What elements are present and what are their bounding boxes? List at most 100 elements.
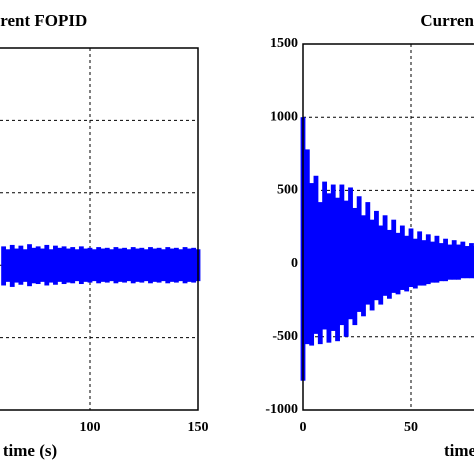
- signal-band: [309, 183, 315, 346]
- signal-band: [27, 244, 32, 287]
- signal-band: [96, 247, 102, 284]
- signal-band: [352, 207, 358, 326]
- y-tick-label: 500: [277, 183, 298, 198]
- signal-band: [464, 246, 470, 279]
- signal-band: [386, 229, 392, 299]
- signal-band: [326, 193, 332, 343]
- signal-band: [156, 247, 162, 283]
- x-axis-label: time (s): [3, 441, 57, 460]
- signal-band: [78, 246, 84, 285]
- signal-band: [339, 184, 345, 326]
- signal-band: [430, 241, 436, 283]
- signal-band: [447, 244, 453, 280]
- signal-band: [148, 247, 153, 284]
- signal-band: [382, 215, 388, 296]
- signal-band: [456, 244, 461, 280]
- signal-band: [152, 248, 158, 282]
- chart-title: rrent FOPID: [0, 11, 87, 30]
- signal-band: [412, 238, 418, 289]
- signal-band: [91, 249, 97, 282]
- signal-band: [143, 249, 149, 282]
- signal-band: [417, 231, 423, 286]
- signal-band: [391, 219, 397, 293]
- y-tick-label: 0: [291, 256, 298, 271]
- signal-band: [399, 225, 405, 290]
- x-tick-label: 0: [300, 420, 307, 435]
- signal-band: [122, 247, 127, 283]
- signal-band: [365, 202, 371, 305]
- signal-band: [113, 247, 119, 284]
- signal-band: [117, 248, 123, 282]
- signal-band: [313, 175, 319, 334]
- y-tick-label: 1000: [270, 109, 298, 124]
- chart-title: Current: [420, 11, 474, 30]
- signal-band: [74, 249, 80, 282]
- signal-band: [1, 246, 7, 286]
- signal-band: [5, 249, 11, 282]
- y-tick-label: -500: [272, 329, 298, 344]
- signal-band: [178, 249, 184, 282]
- signal-band: [335, 197, 340, 342]
- signal-band: [109, 249, 115, 282]
- signal-band: [35, 246, 41, 285]
- signal-band: [186, 248, 192, 282]
- signal-band: [343, 200, 349, 337]
- signal-band: [9, 244, 15, 287]
- signal-band: [126, 249, 132, 282]
- signal-band: [14, 248, 19, 283]
- signal-band: [438, 243, 444, 282]
- x-tick-label: 100: [80, 420, 101, 435]
- signal-band: [356, 196, 362, 312]
- signal-band: [408, 228, 414, 288]
- signal-band: [87, 247, 93, 283]
- signal-band: [65, 248, 71, 283]
- x-axis-label: time: [444, 441, 474, 460]
- signal-band: [404, 235, 410, 292]
- signal-band: [22, 249, 28, 282]
- signal-band: [451, 240, 457, 280]
- plot-frame: [0, 47, 199, 411]
- signal-band: [48, 249, 54, 283]
- signal-band: [425, 234, 431, 285]
- signal-band: [18, 245, 24, 285]
- signal-band: [44, 244, 50, 286]
- signal-band: [139, 247, 145, 283]
- signal-band: [40, 248, 45, 282]
- signal-band: [173, 247, 179, 283]
- plot-frame: [302, 43, 474, 411]
- signal-band: [135, 248, 140, 282]
- signal-band: [369, 219, 375, 311]
- signal-band: [83, 248, 89, 282]
- signal-band: [70, 247, 76, 284]
- signal-band: [421, 240, 427, 286]
- signal-band: [322, 181, 328, 330]
- y-tick-label: -1000: [265, 402, 298, 417]
- signal-band: [104, 247, 110, 283]
- signal-band: [348, 187, 353, 320]
- signal-band: [31, 247, 37, 284]
- signal-band: [304, 149, 310, 345]
- signal-band: [443, 238, 448, 282]
- signal-band: [378, 225, 384, 305]
- y-tick-label: 1500: [270, 36, 298, 51]
- signal-band: [434, 235, 440, 283]
- signal-band: [395, 232, 401, 295]
- x-tick-label: 50: [404, 420, 418, 435]
- signal-band: [469, 243, 474, 279]
- signal-band: [317, 202, 323, 345]
- signal-band: [57, 247, 63, 282]
- signal-band: [169, 248, 175, 282]
- signal-band: [330, 184, 336, 331]
- signal-band: [374, 210, 379, 301]
- signal-band: [161, 249, 166, 282]
- x-tick-label: 150: [188, 420, 209, 435]
- signal-band: [61, 246, 67, 285]
- signal-band: [130, 247, 136, 284]
- signal-band: [460, 241, 466, 279]
- signal-band: [361, 215, 366, 317]
- signal-band: [165, 247, 171, 284]
- signal-band: [182, 247, 188, 284]
- signal-band: [100, 248, 106, 282]
- signal-band: [53, 245, 58, 285]
